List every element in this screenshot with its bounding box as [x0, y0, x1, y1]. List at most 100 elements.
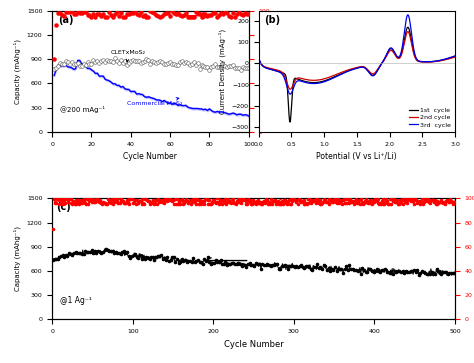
Point [55, 201, 63, 207]
Point [423, 198, 430, 204]
Point [271, 197, 278, 203]
Point [140, 201, 148, 207]
Point [147, 199, 155, 205]
Point [369, 197, 377, 203]
Point [223, 262, 231, 268]
Point [302, 263, 310, 269]
Point [365, 266, 373, 272]
Point [170, 10, 178, 16]
Point [72, 201, 79, 207]
Point [149, 197, 156, 203]
Point [336, 198, 344, 204]
Point [139, 59, 146, 65]
Point [98, 58, 105, 64]
Point [208, 200, 216, 205]
Point [180, 258, 187, 264]
Point [338, 201, 346, 207]
Point [121, 200, 128, 206]
Point [73, 200, 81, 205]
Point [424, 197, 431, 203]
Point [68, 9, 75, 15]
Point [64, 59, 72, 65]
Point [146, 201, 154, 207]
Point [131, 252, 139, 257]
Point [259, 199, 266, 205]
Point [202, 258, 210, 264]
Point [217, 197, 224, 203]
Point [215, 12, 223, 18]
Point [240, 196, 248, 202]
Point [161, 196, 169, 202]
Point [154, 196, 162, 202]
Point [131, 8, 138, 14]
Point [105, 9, 113, 15]
2nd cycle [405, 29, 411, 34]
Point [317, 201, 324, 207]
Point [373, 266, 381, 272]
Point [244, 196, 252, 202]
Point [114, 201, 122, 207]
Point [164, 10, 172, 16]
Text: (c): (c) [56, 202, 71, 212]
Text: Commercial MoS₂: Commercial MoS₂ [127, 98, 182, 106]
Point [107, 12, 115, 18]
Point [125, 61, 133, 66]
Point [288, 263, 295, 269]
Point [182, 196, 190, 201]
Point [211, 199, 219, 205]
Point [143, 14, 150, 20]
Point [265, 199, 273, 204]
Y-axis label: Current Density (mAg⁻¹): Current Density (mAg⁻¹) [219, 29, 226, 114]
Point [206, 201, 214, 207]
Point [447, 270, 455, 276]
Point [290, 196, 298, 202]
Point [410, 201, 418, 207]
Point [100, 57, 107, 63]
Point [93, 196, 101, 201]
Point [57, 253, 65, 258]
Point [121, 14, 128, 20]
Point [348, 199, 356, 204]
Point [118, 249, 126, 255]
Point [236, 196, 244, 201]
Point [324, 199, 331, 205]
Point [208, 64, 215, 70]
Point [273, 261, 281, 267]
Point [243, 201, 250, 207]
Point [115, 60, 123, 66]
Point [264, 261, 271, 266]
Point [297, 262, 305, 268]
Point [78, 63, 85, 69]
Point [101, 59, 109, 65]
Point [61, 200, 69, 205]
Point [50, 66, 58, 72]
Point [371, 199, 378, 204]
Point [245, 66, 253, 72]
Point [312, 264, 319, 270]
Point [139, 13, 146, 19]
Point [344, 267, 352, 273]
Point [196, 259, 203, 265]
Point [82, 248, 89, 254]
Point [70, 11, 78, 17]
Point [120, 200, 128, 206]
Point [168, 197, 175, 203]
Point [145, 198, 153, 204]
Point [172, 196, 179, 202]
3rd  cycle [405, 13, 411, 17]
Point [219, 197, 227, 203]
Point [84, 201, 91, 207]
Point [367, 266, 374, 272]
Point [416, 197, 423, 203]
Point [158, 59, 166, 65]
Point [191, 198, 199, 204]
Point [321, 263, 329, 269]
Point [257, 266, 264, 272]
Point [196, 66, 203, 72]
Point [346, 262, 353, 268]
Point [184, 198, 192, 204]
Point [99, 249, 107, 254]
Point [80, 61, 87, 67]
Point [73, 197, 80, 203]
Point [120, 248, 128, 254]
